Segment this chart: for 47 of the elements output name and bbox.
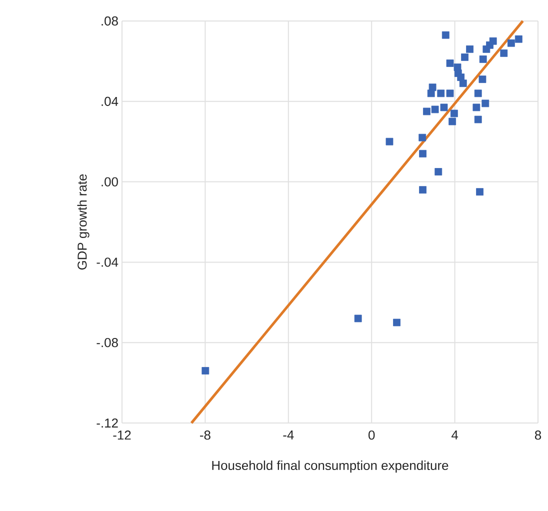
y-axis-title: GDP growth rate — [77, 174, 90, 270]
point — [472, 104, 480, 112]
point — [418, 134, 426, 142]
point — [489, 37, 497, 45]
point — [459, 80, 467, 88]
point — [431, 106, 439, 114]
point — [450, 110, 458, 118]
x-tick-label: -8 — [200, 430, 210, 440]
y-tick-label: -.08 — [96, 338, 118, 348]
point — [482, 100, 490, 108]
point — [423, 108, 430, 116]
point — [419, 150, 426, 158]
y-tick-label: .04 — [102, 96, 118, 106]
point — [446, 90, 454, 98]
y-tick-label: .08 — [102, 16, 118, 26]
point — [440, 104, 448, 112]
y-tick-label: -.04 — [96, 258, 118, 267]
point — [427, 90, 435, 98]
point — [474, 116, 482, 124]
point — [442, 31, 450, 39]
x-tick-label: 4 — [452, 430, 458, 440]
x-tick-label: 8 — [534, 430, 542, 440]
point — [476, 188, 484, 196]
x-tick-label: -4 — [283, 430, 294, 440]
point — [446, 60, 454, 67]
x-tick-label: 0 — [368, 430, 375, 440]
x-axis-title: Household final consumption expenditure — [212, 460, 448, 473]
point — [419, 186, 426, 194]
point — [202, 367, 210, 374]
point — [386, 138, 394, 146]
point — [461, 53, 468, 61]
point — [500, 49, 508, 57]
point — [393, 318, 400, 326]
y-tick-label: -.12 — [96, 418, 118, 428]
point — [437, 90, 445, 98]
point — [514, 35, 522, 43]
point — [478, 76, 486, 83]
point — [466, 45, 474, 53]
point — [479, 55, 487, 63]
y-tick-label: .00 — [102, 177, 118, 186]
point — [507, 39, 515, 47]
point — [448, 118, 456, 126]
point — [474, 90, 482, 98]
x-tick-label: -12 — [113, 430, 131, 440]
point — [434, 168, 442, 176]
point — [354, 314, 362, 322]
point — [482, 45, 490, 53]
